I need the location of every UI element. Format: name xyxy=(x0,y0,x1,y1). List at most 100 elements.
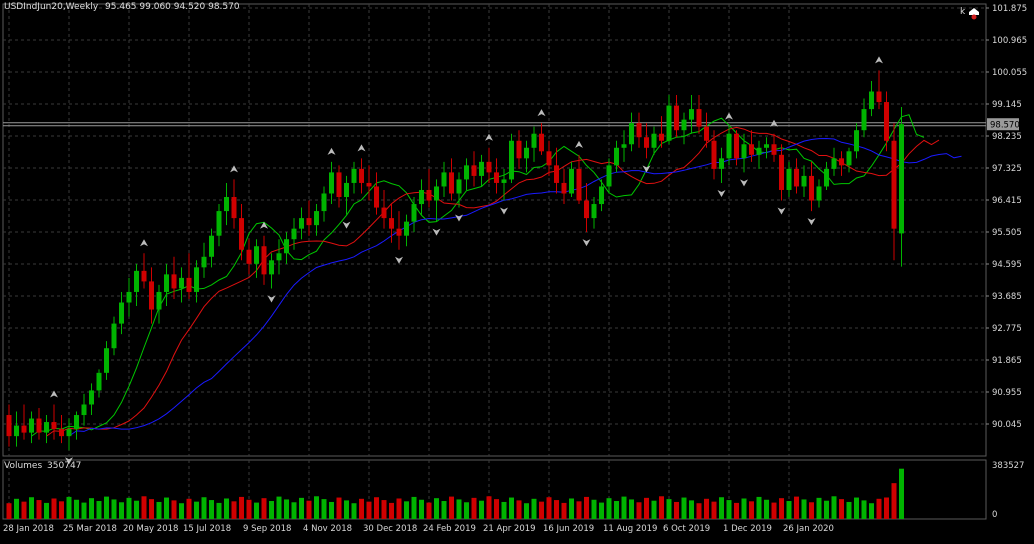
y-tick-label: 95.505 xyxy=(992,228,1022,238)
x-tick-label: 25 Mar 2018 xyxy=(63,524,117,534)
candle-body xyxy=(224,197,229,212)
volume-bar xyxy=(389,502,394,519)
x-tick-label: 6 Oct 2019 xyxy=(663,524,710,534)
y-tick-label: 99.145 xyxy=(992,100,1022,110)
candle-body xyxy=(411,204,417,222)
volume-bar xyxy=(726,500,732,519)
volume-bar xyxy=(321,499,327,519)
price-tag: 98.570 xyxy=(990,121,1020,131)
volume-bar xyxy=(756,496,762,519)
volume-bar xyxy=(636,502,642,519)
candle-body xyxy=(659,133,664,141)
x-tick-label: 26 Jan 2020 xyxy=(783,524,834,534)
volume-bar xyxy=(494,499,499,519)
candle-body xyxy=(419,189,424,205)
candle-body xyxy=(681,119,687,131)
volume-bar xyxy=(134,500,139,519)
x-tick-label: 15 Jul 2018 xyxy=(183,524,231,534)
candle-body xyxy=(509,140,514,180)
x-tick-label: 20 May 2018 xyxy=(123,524,178,534)
candle-body xyxy=(6,415,12,437)
fractal-up-icon xyxy=(725,112,733,120)
y-tick-label: 101.875 xyxy=(992,4,1027,14)
candle-body xyxy=(306,218,312,226)
volume-bar xyxy=(486,496,492,519)
fractal-down-icon xyxy=(777,207,786,215)
volume-bar xyxy=(96,501,102,519)
volume-bar xyxy=(299,497,304,519)
volume-bar xyxy=(231,501,237,519)
candle-body xyxy=(831,158,837,169)
y-tick-label: 100.055 xyxy=(992,68,1027,78)
candle-body xyxy=(111,323,117,349)
candle-body xyxy=(674,105,679,131)
volume-bar xyxy=(441,501,447,519)
volume-bar xyxy=(554,500,559,519)
candle-body xyxy=(644,137,649,148)
volume-bar xyxy=(21,501,27,519)
candle-body xyxy=(216,211,222,236)
volume-bar xyxy=(351,503,357,519)
volume-bar xyxy=(786,501,792,519)
volume-bar xyxy=(156,501,162,519)
volume-bar xyxy=(471,497,477,519)
y-tick-label: 96.415 xyxy=(992,196,1022,206)
candle-body xyxy=(816,186,822,201)
candle-body xyxy=(359,168,364,183)
candle-body xyxy=(606,165,612,187)
y-tick-label: 91.865 xyxy=(992,356,1022,366)
volume-label: Volumes 350747 xyxy=(4,461,83,471)
candle-body xyxy=(689,109,694,120)
candle-body xyxy=(531,133,537,148)
candle-body xyxy=(696,109,702,127)
candle-body xyxy=(779,154,784,190)
fractal-up-icon xyxy=(230,165,238,173)
candle-body xyxy=(561,182,567,194)
candle-body xyxy=(651,133,657,148)
volume-bar xyxy=(59,501,64,519)
volume-bar xyxy=(329,501,334,519)
volume-value: 350747 xyxy=(47,461,82,471)
candle-body xyxy=(854,130,859,152)
candle-body xyxy=(141,270,147,282)
volume-bar xyxy=(839,499,844,519)
volume-bar xyxy=(741,498,747,519)
fractal-up-icon xyxy=(770,119,778,127)
candle-body xyxy=(734,133,739,159)
volume-bar xyxy=(764,499,769,519)
volume-axis-top: 383527 xyxy=(992,461,1024,471)
trading-cap-icon[interactable]: k xyxy=(960,4,982,22)
volume-bar xyxy=(659,496,664,519)
candle-body xyxy=(449,172,454,194)
candle-body xyxy=(494,172,499,183)
volume-bar xyxy=(74,499,79,519)
volume-bar xyxy=(771,502,777,519)
candle-body xyxy=(749,144,754,155)
volume-bar xyxy=(846,501,852,519)
candle-body xyxy=(284,239,289,254)
candle-body xyxy=(479,161,484,176)
y-tick-label: 93.685 xyxy=(992,292,1022,302)
y-tick-label: 92.775 xyxy=(992,324,1022,334)
fractal-up-icon xyxy=(485,133,493,141)
fractal-up-icon xyxy=(260,221,268,229)
volume-bar xyxy=(779,498,784,519)
fractal-up-icon xyxy=(140,239,148,247)
candle-body xyxy=(726,133,732,159)
candle-body xyxy=(299,218,304,229)
fractal-down-icon xyxy=(717,189,726,197)
volume-bar xyxy=(404,501,409,519)
candle-body xyxy=(839,158,844,166)
candle-body xyxy=(96,372,102,391)
volume-bar xyxy=(666,499,672,519)
volume-bar xyxy=(719,497,724,519)
volume-bar xyxy=(126,497,132,519)
fractal-down-icon xyxy=(500,207,508,215)
candle-body xyxy=(329,172,334,194)
volume-bar xyxy=(861,500,867,519)
fractal-up-icon xyxy=(50,390,58,398)
volume-bar xyxy=(336,497,342,519)
volume-bar xyxy=(576,501,582,519)
